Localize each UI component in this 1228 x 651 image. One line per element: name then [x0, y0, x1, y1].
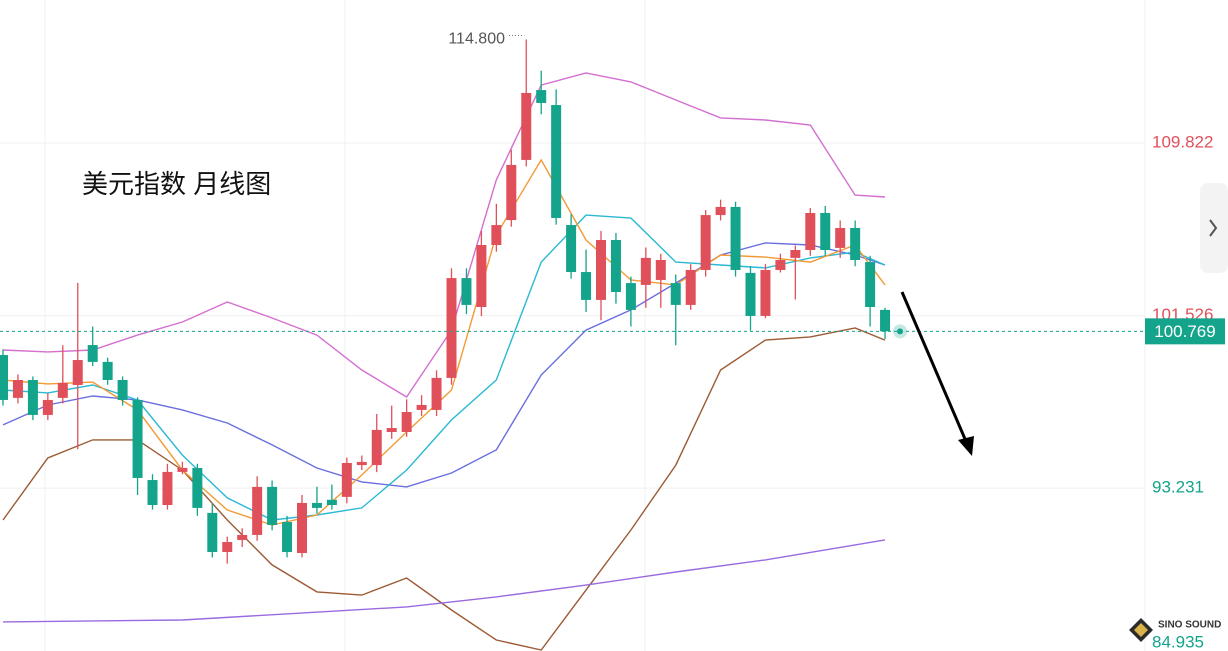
candle-body	[72, 360, 83, 385]
trend-arrow	[900, 291, 970, 447]
candle-body	[446, 278, 457, 378]
candle-body	[461, 278, 472, 305]
y-tick-label: 93.231	[1152, 478, 1204, 497]
candle-body	[237, 534, 248, 540]
candle-body	[700, 215, 711, 270]
candle-body	[192, 467, 203, 508]
max-price-label: 114.800	[448, 31, 505, 48]
candle-body	[835, 227, 846, 248]
candle-body	[401, 412, 412, 432]
candle-body	[386, 428, 397, 432]
candle-body	[745, 272, 756, 316]
price-tag	[1145, 318, 1225, 345]
candle-body	[820, 212, 831, 251]
candle-body	[431, 377, 442, 410]
indicator-line	[2, 242, 886, 488]
candle-body	[282, 522, 293, 552]
candle-body	[416, 404, 427, 410]
candle-body	[760, 269, 771, 316]
candle-body	[610, 240, 621, 293]
candle-body	[42, 399, 53, 415]
candle-body	[521, 92, 532, 160]
watermark: SINO SOUND	[1129, 618, 1221, 642]
candle-body	[252, 486, 263, 535]
trend-arrow-head	[958, 436, 974, 456]
candle-body	[805, 212, 816, 251]
candle-body	[625, 283, 636, 310]
candle-body	[491, 225, 502, 246]
y-tick-label: 84.935	[1152, 632, 1204, 651]
indicator-line	[2, 539, 886, 623]
candle-body	[670, 283, 681, 305]
candle-body	[57, 382, 68, 398]
indicator-line	[2, 327, 886, 651]
candle-body	[132, 399, 143, 478]
candle-body	[162, 471, 173, 505]
candle-body	[12, 379, 23, 398]
candle-body	[356, 461, 367, 466]
candle-body	[581, 272, 592, 300]
candle-body	[222, 542, 233, 552]
candle-body	[341, 462, 352, 497]
watermark-text: SINO SOUND	[1158, 620, 1221, 631]
candle-body	[102, 361, 113, 380]
candle-body	[596, 240, 606, 300]
price-tag-label: 100.769	[1154, 322, 1215, 341]
candle-body	[27, 379, 38, 415]
candle-body	[117, 379, 128, 400]
candle-body	[297, 502, 307, 554]
candle-body	[640, 257, 651, 285]
chart-title: 美元指数 月线图	[82, 169, 271, 199]
candle-body	[865, 262, 876, 307]
candle-body	[775, 259, 786, 270]
candle-body	[730, 206, 741, 270]
candle-body	[267, 486, 278, 525]
candle-body	[880, 309, 891, 332]
candle-body	[551, 105, 562, 218]
chevron-icon[interactable]	[1209, 219, 1218, 237]
candle-body	[371, 429, 382, 466]
candle-body	[850, 227, 861, 260]
candle-body	[506, 164, 517, 221]
candle-body	[147, 480, 158, 505]
candle-body	[566, 225, 577, 273]
candle-body	[685, 269, 696, 305]
y-tick-label: 109.822	[1152, 133, 1213, 152]
candle-body	[0, 355, 8, 400]
plot-area	[0, 39, 1145, 651]
candle-body	[536, 90, 547, 103]
indicator-line	[2, 158, 886, 526]
watermark-logo-inner	[1134, 623, 1148, 637]
candle-body	[476, 245, 487, 307]
candle-body	[790, 250, 801, 258]
candle-body	[655, 259, 666, 280]
last-price-dot	[897, 328, 903, 335]
candle-body	[715, 206, 726, 216]
candle-body	[326, 499, 337, 505]
candle-body	[87, 345, 98, 362]
candle-body	[311, 502, 322, 508]
candle-body	[177, 467, 188, 472]
candle-body	[207, 512, 218, 552]
side-toggle-button[interactable]	[1200, 183, 1228, 273]
